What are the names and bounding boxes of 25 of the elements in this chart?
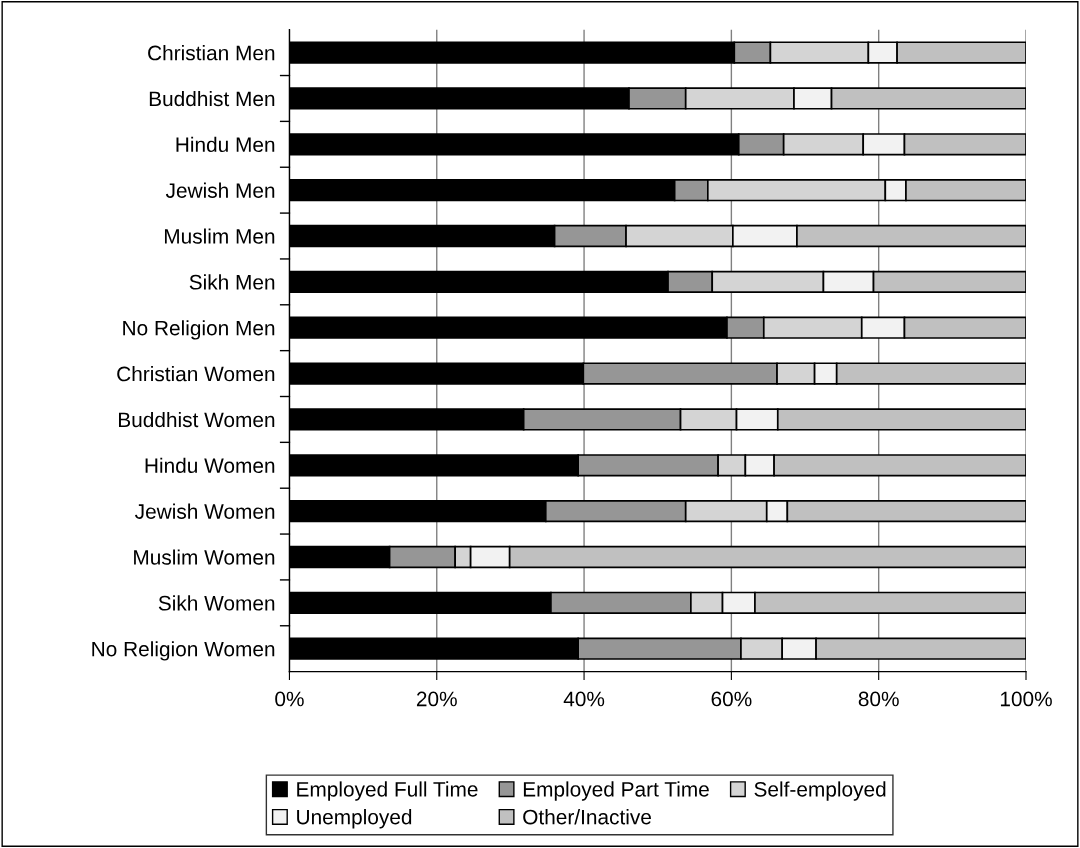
y-tick-label: Christian Men <box>148 45 275 61</box>
y-tick-label: Hindu Women <box>145 457 275 474</box>
y-tick-label: Sikh Men <box>189 274 275 290</box>
x-tick-label: 60% <box>711 691 752 707</box>
legend-label: Self-employed <box>754 781 886 801</box>
x-tick-label: 0% <box>275 691 304 707</box>
y-tick-label: Jewish Men <box>165 182 275 198</box>
legend-label: Other/Inactive <box>523 809 651 825</box>
y-tick-label: Hindu Men <box>176 136 275 153</box>
legend-label: Employed Part Time <box>523 781 709 801</box>
y-tick-label: Buddhist Women <box>118 411 275 428</box>
y-tick-label: No Religion Men <box>123 320 275 340</box>
y-tick-label: Sikh Women <box>158 595 275 611</box>
x-tick-label: 100% <box>1000 691 1052 707</box>
y-tick-label: No Religion Women <box>92 641 275 661</box>
x-tick-label: 40% <box>563 691 605 707</box>
y-tick-label: Buddhist Men <box>149 90 275 107</box>
x-tick-label: 20% <box>416 691 457 707</box>
y-tick-label: Jewish Women <box>135 503 275 519</box>
y-tick-label: Muslim Women <box>134 549 275 565</box>
legend-label: Employed Full Time <box>297 781 478 801</box>
legend-label: Unemployed <box>297 809 412 829</box>
y-tick-label: Muslim Men <box>164 228 275 244</box>
x-tick-label: 80% <box>858 691 899 707</box>
y-tick-label: Christian Women <box>117 366 275 382</box>
